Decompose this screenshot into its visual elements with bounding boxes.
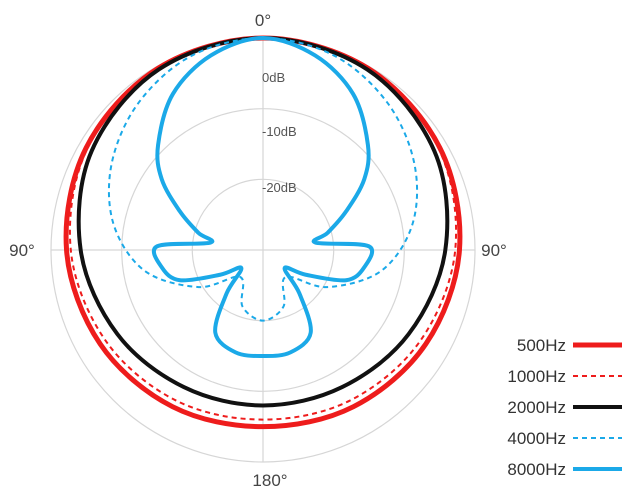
angle-label-left: 90° [9,241,35,260]
polar-grid [50,37,476,463]
ring-label-minus20db: -20dB [262,180,297,195]
series-line-8000hz [151,36,375,359]
ring-label-minus10db: -10dB [262,124,297,139]
legend-label: 4000Hz [507,429,566,448]
legend-label: 500Hz [517,336,566,355]
angle-label-bottom: 180° [252,471,287,489]
legend: 500Hz 1000Hz 2000Hz 4000Hz 8000Hz [507,336,622,479]
chart-labels: 0° 90° 90° 180° 0dB -10dB -20dB [9,11,507,489]
series-line-2000hz [76,36,450,408]
angle-label-right: 90° [481,241,507,260]
series-line-1000hz [68,37,458,421]
series-layer [63,35,463,430]
legend-label: 2000Hz [507,398,566,417]
series-line-4000hz [107,37,419,322]
legend-label: 1000Hz [507,367,566,386]
series-line-500hz [63,35,463,430]
angle-label-top: 0° [255,11,271,30]
legend-label: 8000Hz [507,460,566,479]
ring-label-0db: 0dB [262,70,285,85]
